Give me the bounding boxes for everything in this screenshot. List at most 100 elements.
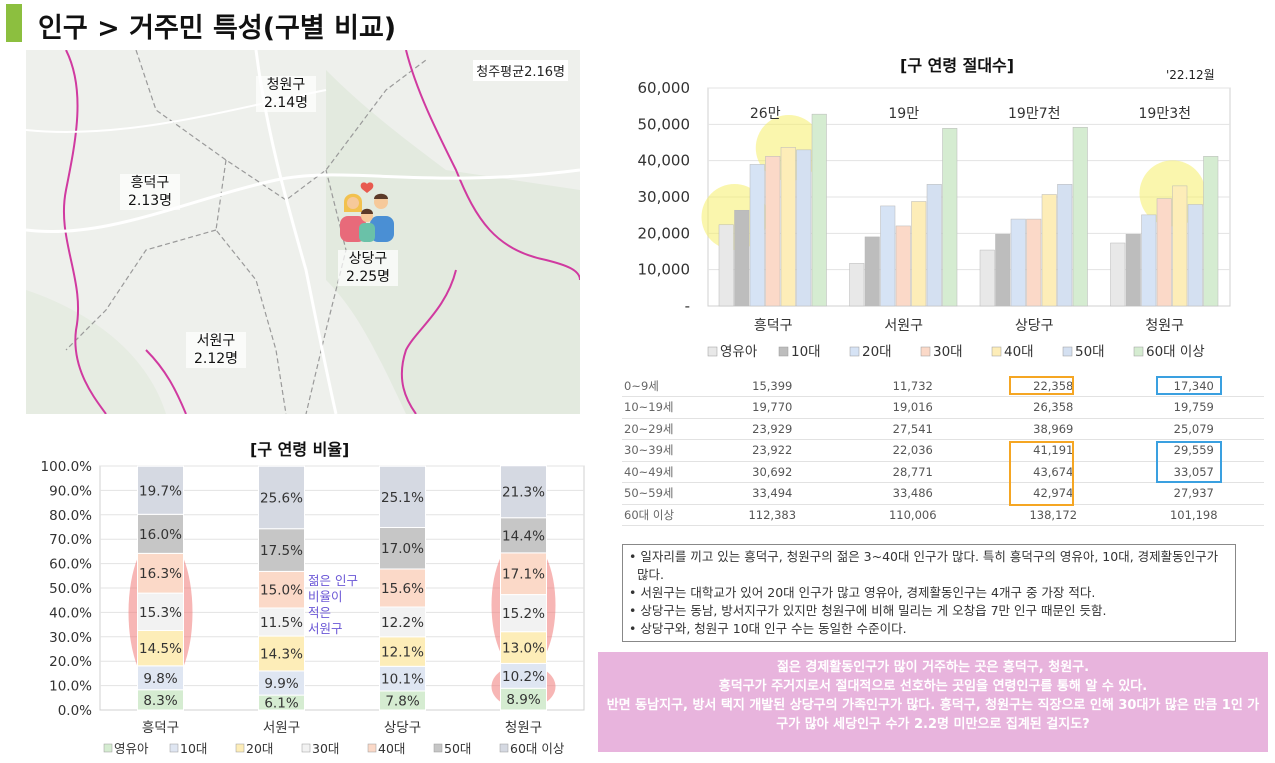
- legend-label: 영유아: [114, 741, 149, 756]
- legend-label: 30대: [933, 344, 963, 360]
- row-label: 10~19세: [622, 396, 702, 419]
- stack-segment-상당구-20대: [379, 636, 426, 667]
- map-district-cheongwon: 청원구 2.14명: [256, 76, 316, 112]
- stack-segment-청원구-50대: [500, 517, 547, 554]
- bar-상당구-20대: [1010, 218, 1026, 307]
- y-tick-label: 10,000: [638, 261, 691, 279]
- segment-data-label: 17.5%: [260, 543, 303, 559]
- legend-label: 50대: [444, 741, 471, 756]
- legend-swatch: [169, 743, 179, 753]
- stack-segment-흥덕구-60대 이상: [137, 465, 184, 515]
- segment-data-label: 12.2%: [381, 615, 424, 631]
- bar-서원구-10대: [864, 236, 880, 307]
- x-category-label: 상당구: [384, 720, 421, 736]
- highlight-box-cheongwon-30s: [1156, 441, 1222, 483]
- bar-서원구-60대 이상: [942, 128, 958, 307]
- map-district-seowon: 서원구 2.12명: [186, 332, 246, 368]
- segment-data-label: 14.4%: [502, 528, 545, 544]
- segment-data-label: 8.9%: [506, 692, 540, 708]
- stack-segment-서원구-60대 이상: [258, 465, 305, 530]
- annotation-line: 서원구: [308, 621, 343, 636]
- table-cell: 17,340: [1123, 375, 1264, 397]
- table-cell: 19,016: [842, 396, 983, 419]
- table-cell: 33,486: [842, 482, 983, 505]
- bar-상당구-60대 이상: [1072, 126, 1088, 307]
- legend-swatch: [778, 346, 789, 357]
- ratio-chart-title: [구 연령 비율]: [250, 440, 350, 459]
- district-value: 2.14명: [263, 95, 309, 111]
- stack-segment-청원구-10대: [500, 662, 547, 689]
- legend-label: 40대: [378, 741, 405, 756]
- bar-청원구-60대 이상: [1203, 156, 1219, 307]
- segment-data-label: 6.1%: [264, 696, 298, 712]
- x-category-label: 서원구: [884, 318, 923, 334]
- segment-data-label: 21.3%: [502, 485, 545, 501]
- segment-data-label: 11.5%: [260, 615, 303, 631]
- category-annotation: 19만: [888, 106, 919, 122]
- segment-data-label: 17.1%: [502, 567, 545, 583]
- segment-data-label: 25.1%: [381, 490, 424, 506]
- summary-line: 흥덕구가 주거지로서 절대적으로 선호하는 곳임을 연령인구를 통해 알 수 있…: [718, 679, 1148, 694]
- bar-청원구-10대: [1125, 233, 1141, 307]
- x-category-label: 흥덕구: [142, 720, 179, 736]
- annotation-line: 비율이: [308, 589, 343, 604]
- table-cell: 23,929: [702, 418, 843, 440]
- segment-data-label: 15.3%: [139, 605, 182, 621]
- x-category-label: 상당구: [1015, 318, 1054, 334]
- absolute-chart-date: '22.12월: [1166, 68, 1215, 82]
- annotation-line: 젊은 인구: [308, 573, 358, 588]
- category-annotation: 19만7천: [1008, 106, 1060, 122]
- table-cell: 42,974: [983, 482, 1124, 505]
- legend-swatch: [367, 743, 377, 753]
- segment-data-label: 19.7%: [139, 483, 182, 499]
- district-value: 2.12명: [193, 351, 239, 367]
- highlight-box-sangdang-0: [1009, 376, 1074, 395]
- bar-흥덕구-30대: [765, 156, 781, 307]
- segment-data-label: 25.6%: [260, 490, 303, 506]
- y-tick-label: 40,000: [638, 152, 691, 170]
- table-cell: 27,937: [1123, 482, 1264, 505]
- summary-box: 젊은 경제활동인구가 많이 거주하는 곳은 흥덕구, 청원구. 흥덕구가 주거지…: [598, 652, 1268, 752]
- y-tick-label: 30.0%: [49, 630, 92, 646]
- legend-swatch: [235, 743, 245, 753]
- legend-swatch: [849, 346, 860, 357]
- district-name: 청원구: [266, 77, 306, 93]
- table-row: 10~19세 19,770 19,016 26,358 19,759: [622, 396, 1264, 419]
- legend-swatch: [499, 743, 509, 753]
- legend-label: 50대: [1075, 344, 1105, 360]
- table-cell: 19,770: [702, 396, 843, 419]
- segment-data-label: 15.6%: [381, 581, 424, 597]
- y-tick-label: 10.0%: [49, 679, 92, 695]
- y-tick-label: 50.0%: [49, 581, 92, 597]
- row-label: 50~59세: [622, 482, 702, 505]
- legend-label: 10대: [180, 741, 207, 756]
- segment-data-label: 8.3%: [143, 693, 177, 709]
- district-value: 2.13명: [127, 193, 173, 209]
- family-icon: [340, 182, 394, 242]
- row-label: 60대 이상: [622, 504, 702, 526]
- annotation-line: 적은: [308, 605, 332, 620]
- bar-서원구-50대: [926, 184, 942, 307]
- segment-data-label: 7.8%: [385, 693, 419, 709]
- y-tick-label: 50,000: [638, 115, 691, 133]
- segment-data-label: 14.3%: [260, 647, 303, 663]
- district-value: 2.25명: [345, 269, 391, 285]
- y-tick-label: 20,000: [638, 224, 691, 242]
- bar-청원구-영유아: [1110, 242, 1126, 307]
- bar-청원구-30대: [1156, 198, 1172, 307]
- table-row: 30~39세 23,922 22,036 41,191 29,559: [622, 439, 1264, 462]
- table-cell: 43,674: [983, 461, 1124, 483]
- table-cell: 15,399: [702, 375, 843, 397]
- note-item: 서원구는 대학교가 있어 20대 인구가 많고 영유아, 경제활동인구는 4개구…: [629, 584, 1229, 602]
- category-annotation: 26만: [750, 106, 781, 122]
- stack-segment-흥덕구-20대: [137, 629, 184, 667]
- row-label: 0~9세: [622, 375, 702, 397]
- segment-data-label: 9.9%: [264, 676, 298, 692]
- row-label: 40~49세: [622, 461, 702, 483]
- page-title-bar: 인구 > 거주민 특성(구별 비교): [6, 4, 1266, 44]
- ratio-annotation: 젊은 인구 비율이 적은 서원구: [308, 573, 358, 637]
- legend-swatch: [1133, 346, 1144, 357]
- stack-segment-상당구-30대: [379, 606, 426, 638]
- bar-서원구-40대: [911, 201, 927, 307]
- y-tick-label: 0.0%: [58, 703, 92, 719]
